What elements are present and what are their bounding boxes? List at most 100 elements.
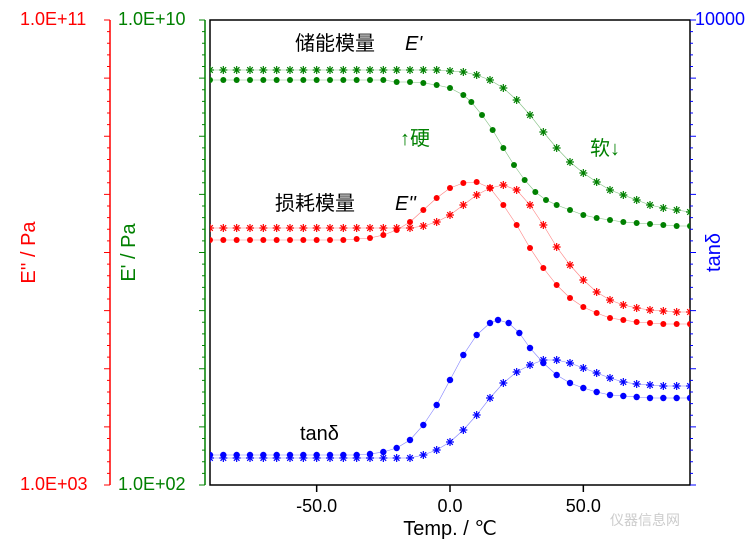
marker-dot [634,220,640,226]
marker-dot [580,304,586,310]
marker-asterisk [273,66,281,74]
marker-asterisk [646,201,654,209]
marker-dot [567,295,573,301]
x-tick-label: 0.0 [437,496,462,516]
marker-asterisk [593,369,601,377]
marker-asterisk [659,307,667,315]
marker-dot [567,207,573,213]
marker-dot [460,180,466,186]
watermark: 仪器信息网 [610,512,680,528]
marker-asterisk [379,454,387,462]
marker-dot [594,310,600,316]
marker-dot [511,162,517,168]
marker-asterisk [606,296,614,304]
marker-asterisk [419,451,427,459]
marker-asterisk [379,224,387,232]
x-tick-label: 50.0 [566,496,601,516]
marker-asterisk [286,454,294,462]
marker-dot [516,330,522,336]
marker-dot [687,395,693,401]
marker-asterisk [686,382,694,390]
marker-dot [420,207,426,213]
marker-asterisk [459,426,467,434]
marker-asterisk [246,224,254,232]
marker-asterisk [419,66,427,74]
marker-dot [287,77,293,83]
marker-asterisk [459,68,467,76]
marker-dot [527,245,533,251]
marker-dot [532,189,538,195]
marker-dot [447,377,453,383]
marker-asterisk [673,308,681,316]
marker-asterisk [233,224,241,232]
marker-asterisk [566,359,574,367]
marker-dot [380,77,386,83]
marker-dot [367,235,373,241]
marker-dot [553,372,559,378]
marker-dot [447,85,453,91]
marker-asterisk [526,201,534,209]
marker-dot [234,77,240,83]
marker-asterisk [526,111,534,119]
marker-asterisk [326,224,334,232]
marker-dot [460,92,466,98]
marker-dot [673,395,679,401]
marker-dot [633,394,639,400]
marker-asterisk [579,276,587,284]
marker-dot [620,393,626,399]
marker-asterisk [539,356,547,364]
marker-asterisk [686,308,694,316]
marker-dot [340,77,346,83]
marker-dot [495,317,501,323]
marker-asterisk [299,224,307,232]
marker-dot [554,282,560,288]
marker-dot [327,237,333,243]
marker-asterisk [219,66,227,74]
marker-asterisk [593,288,601,296]
y2-top: 1.0E+10 [118,9,186,29]
marker-dot [300,77,306,83]
annotation: 软↓ [590,137,620,160]
x-tick-label: -50.0 [296,496,337,516]
marker-dot [594,215,600,221]
marker-dot [647,221,653,227]
marker-asterisk [273,454,281,462]
marker-dot [554,202,560,208]
marker-dot [447,185,453,191]
marker-asterisk [673,382,681,390]
marker-dot [580,385,586,391]
marker-asterisk [446,67,454,75]
marker-dot [407,79,413,85]
marker-asterisk [379,66,387,74]
marker-dot [607,392,613,398]
annotation: 储能模量 [295,32,375,55]
y1-top: 1.0E+11 [20,9,86,29]
marker-asterisk [566,261,574,269]
marker-asterisk [433,66,441,74]
marker-asterisk [259,66,267,74]
marker-dot [207,77,213,83]
marker-asterisk [673,206,681,214]
annotation: ↑硬 [400,128,430,150]
marker-asterisk [259,454,267,462]
marker-dot [660,222,666,228]
marker-dot [340,237,346,243]
marker-asterisk [313,224,321,232]
marker-asterisk [206,224,214,232]
marker-dot [540,265,546,271]
marker-dot [647,320,653,326]
marker-asterisk [499,84,507,92]
marker-dot [674,223,680,229]
marker-dot [207,237,213,243]
marker-dot [505,320,511,326]
marker-asterisk [606,374,614,382]
y1-bot: 1.0E+03 [20,474,88,494]
marker-dot [393,445,399,451]
y-axis-epp-label: E'' / Pa [18,221,40,284]
marker-asterisk [299,66,307,74]
marker-dot [247,77,253,83]
marker-dot [300,237,306,243]
marker-asterisk [579,364,587,372]
marker-asterisk [526,361,534,369]
marker-asterisk [219,224,227,232]
